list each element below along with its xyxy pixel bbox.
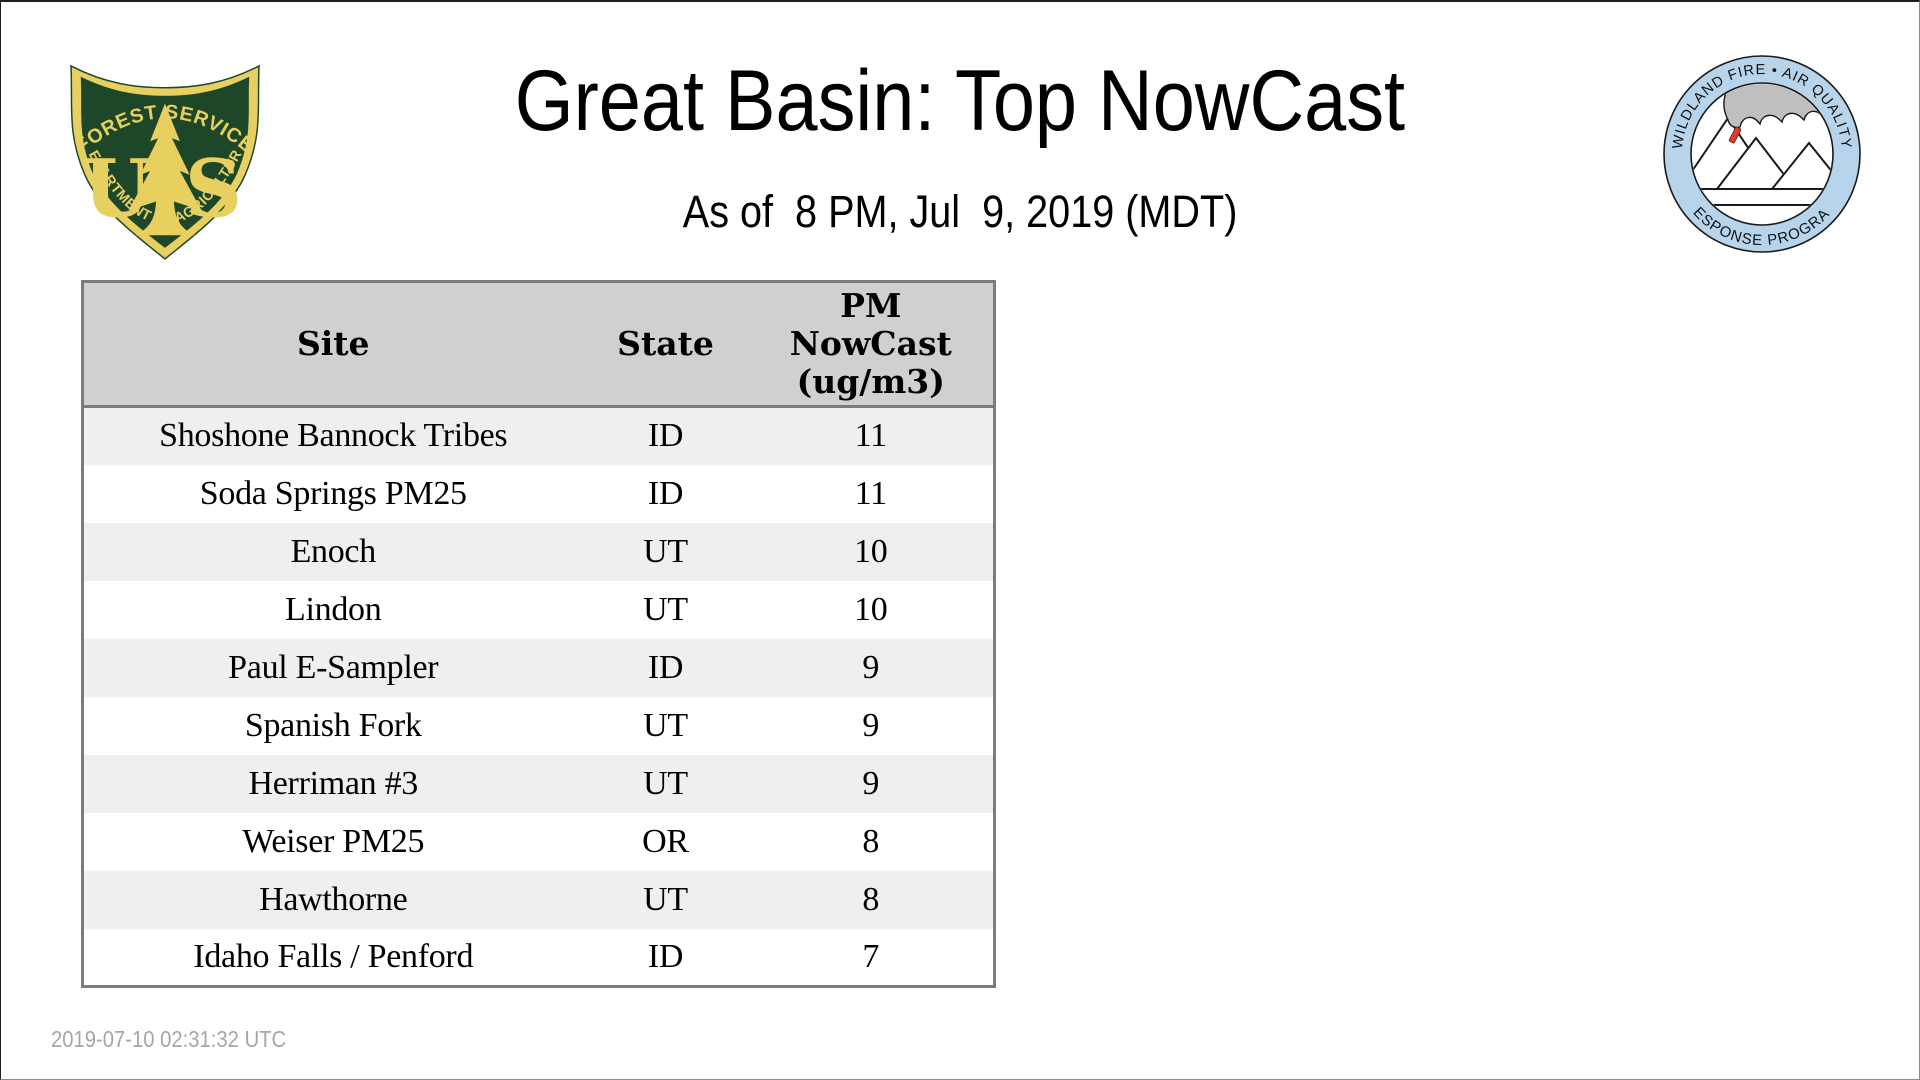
site-cell: Weiser PM25	[82, 812, 583, 871]
column-header-site: Site	[82, 281, 583, 408]
site-cell: Lindon	[82, 580, 583, 639]
table-row: Shoshone Bannock Tribes ID 11	[82, 406, 995, 465]
page-subtitle-text: As of 8 PM, Jul 9, 2019 (MDT)	[682, 186, 1238, 237]
column-header-state-label: State	[617, 324, 714, 364]
value-cell: 11	[748, 464, 995, 523]
generated-timestamp-text: 2019-07-10 02:31:32 UTC	[51, 1026, 287, 1052]
value-cell: 9	[748, 696, 995, 755]
site-cell: Paul E-Sampler	[82, 638, 583, 697]
column-header-pm-label: PM NowCast (ug/m3)	[789, 286, 952, 401]
value-cell: 9	[748, 638, 995, 697]
table-row: Enoch UT 10	[82, 522, 995, 581]
value-cell: 11	[748, 406, 995, 465]
site-cell: Herriman #3	[82, 754, 583, 813]
nowcast-table: Site State PM NowCast (ug/m3) Shoshone B…	[81, 280, 996, 988]
wfaqrp-logo: WILDLAND FIRE • AIR QUALITY RESPONSE PRO…	[1655, 41, 1862, 254]
table-row: Hawthorne UT 8	[82, 870, 995, 929]
site-cell: Enoch	[82, 522, 583, 581]
site-cell: Hawthorne	[82, 870, 583, 929]
state-cell: UT	[582, 870, 749, 929]
table-header-row: Site State PM NowCast (ug/m3)	[82, 281, 995, 408]
state-cell: UT	[582, 696, 749, 755]
site-cell: Idaho Falls / Penford	[82, 928, 583, 987]
value-cell: 7	[748, 928, 995, 987]
forest-service-shield-icon: U S FOREST SERVICE DEPARTMENT OF AGRICUL…	[61, 40, 260, 260]
table-row: Weiser PM25 OR 8	[82, 812, 995, 871]
site-cell: Soda Springs PM25	[82, 464, 583, 523]
column-header-site-label: Site	[296, 324, 370, 364]
fire-mark-icon	[1728, 126, 1742, 144]
wfaqrp-badge-icon: WILDLAND FIRE • AIR QUALITY RESPONSE PRO…	[1655, 41, 1861, 253]
table-row: Soda Springs PM25 ID 11	[82, 464, 995, 523]
state-cell: ID	[582, 464, 749, 523]
page-subtitle: As of 8 PM, Jul 9, 2019 (MDT)	[1, 186, 1919, 238]
state-cell: UT	[582, 754, 749, 813]
value-cell: 9	[748, 754, 995, 813]
state-cell: OR	[582, 812, 749, 871]
state-cell: UT	[582, 522, 749, 581]
state-cell: UT	[582, 580, 749, 639]
value-cell: 8	[748, 812, 995, 871]
table-row: Lindon UT 10	[82, 580, 995, 639]
site-cell: Shoshone Bannock Tribes	[82, 406, 583, 465]
state-cell: ID	[582, 928, 749, 987]
state-cell: ID	[582, 406, 749, 465]
page-title: Great Basin: Top NowCast	[1, 52, 1919, 151]
shield-letter-s: S	[185, 142, 242, 235]
table-row: Spanish Fork UT 9	[82, 696, 995, 755]
site-cell: Spanish Fork	[82, 696, 583, 755]
page-title-text: Great Basin: Top NowCast	[514, 53, 1406, 149]
table-row: Paul E-Sampler ID 9	[82, 638, 995, 697]
generated-timestamp: 2019-07-10 02:31:32 UTC	[51, 1026, 318, 1053]
table-row: Herriman #3 UT 9	[82, 754, 995, 813]
table-row: Idaho Falls / Penford ID 7	[82, 928, 995, 987]
column-header-pm-nowcast: PM NowCast (ug/m3)	[748, 281, 995, 408]
state-cell: ID	[582, 638, 749, 697]
value-cell: 10	[748, 580, 995, 639]
value-cell: 8	[748, 870, 995, 929]
forest-service-logo: U S FOREST SERVICE DEPARTMENT OF AGRICUL…	[61, 40, 264, 262]
pine-tree-icon	[128, 103, 202, 236]
nowcast-table-container: Site State PM NowCast (ug/m3) Shoshone B…	[81, 280, 996, 988]
column-header-state: State	[582, 281, 749, 408]
value-cell: 10	[748, 522, 995, 581]
